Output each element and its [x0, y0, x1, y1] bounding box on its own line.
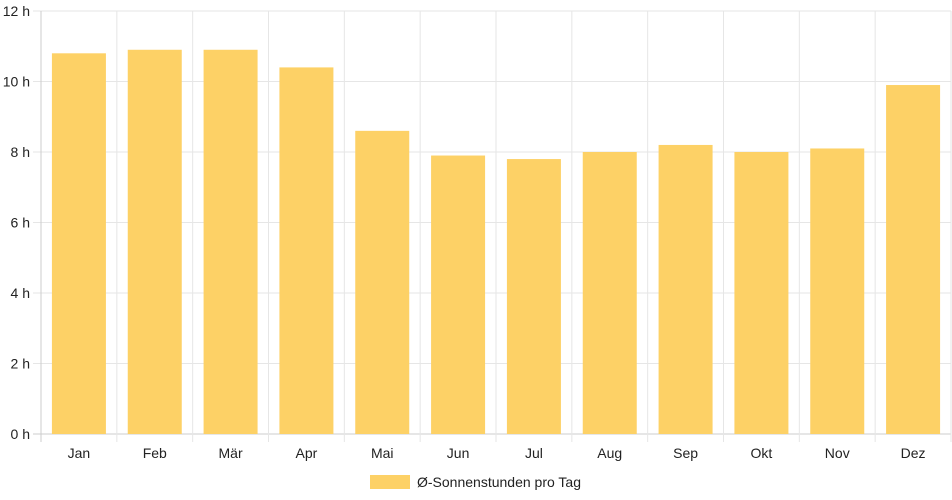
bar-aug[interactable]: [582, 152, 637, 434]
bar-feb[interactable]: [127, 49, 182, 435]
bar-nov[interactable]: [810, 148, 865, 434]
bar-jul[interactable]: [506, 159, 561, 435]
bar-mär[interactable]: [203, 49, 258, 435]
bar-sep[interactable]: [658, 144, 713, 434]
legend[interactable]: Ø-Sonnenstunden pro Tag: [370, 474, 581, 490]
x-tick-label: Mär: [219, 445, 243, 461]
x-tick-label: Okt: [751, 445, 773, 461]
x-tick-label: Nov: [825, 445, 850, 461]
y-tick-label: 8 h: [11, 144, 30, 160]
x-tick-label: Sep: [673, 445, 698, 461]
bar-okt[interactable]: [734, 152, 789, 434]
x-tick-label: Feb: [143, 445, 167, 461]
x-tick-label: Apr: [296, 445, 318, 461]
y-tick-label: 10 h: [3, 74, 30, 90]
grid-layer: [33, 10, 952, 442]
bar-mai[interactable]: [355, 130, 410, 434]
bar-jun[interactable]: [431, 155, 486, 434]
y-tick-label: 12 h: [3, 3, 30, 19]
legend-label[interactable]: Ø-Sonnenstunden pro Tag: [417, 474, 581, 490]
bar-dez[interactable]: [886, 85, 941, 435]
y-axis-ticks: 0 h 2 h 4 h 6 h 8 h 10 h 12 h: [3, 3, 30, 442]
x-tick-label: Mai: [371, 445, 394, 461]
x-tick-label: Aug: [597, 445, 622, 461]
y-tick-label: 4 h: [11, 285, 30, 301]
x-tick-label: Jun: [447, 445, 470, 461]
y-tick-label: 2 h: [11, 356, 30, 372]
y-tick-label: 6 h: [11, 215, 30, 231]
x-tick-label: Jan: [68, 445, 91, 461]
y-tick-label: 0 h: [11, 426, 30, 442]
x-axis-ticks: Jan Feb Mär Apr Mai Jun Jul Aug Sep Okt Nov Dez: [68, 445, 926, 461]
bars-layer: [51, 49, 941, 435]
x-tick-label: Dez: [901, 445, 926, 461]
bar-apr[interactable]: [279, 67, 334, 435]
legend-swatch[interactable]: [370, 475, 410, 489]
bar-jan[interactable]: [51, 53, 106, 435]
x-tick-label: Jul: [525, 445, 543, 461]
